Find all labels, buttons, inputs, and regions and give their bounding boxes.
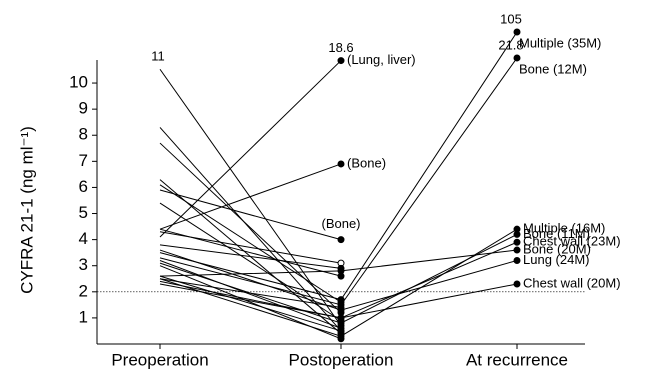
point-annotation: Multiple (35M) — [519, 35, 601, 50]
data-point — [337, 236, 345, 244]
patient-line — [159, 260, 342, 329]
patient-line — [159, 189, 342, 241]
patient-line — [159, 184, 342, 303]
patient-line — [159, 202, 342, 321]
patient-line — [159, 142, 342, 314]
data-point — [513, 238, 521, 246]
patient-line — [159, 275, 342, 332]
data-point — [337, 272, 345, 280]
data-point — [513, 256, 521, 264]
data-point — [337, 327, 345, 335]
x-tick-label: At recurrence — [466, 350, 568, 369]
point-annotation: Lung (24M) — [523, 252, 589, 267]
y-tick-label: 9 — [79, 99, 88, 118]
y-tick-label: 1 — [79, 307, 88, 326]
patient-line — [159, 163, 342, 230]
point-annotation: Bone (20M) — [523, 241, 591, 256]
point-annotation: Bone (11M) — [523, 226, 590, 241]
patient-line — [159, 60, 342, 238]
point-annotation: Multiple (16M) — [523, 221, 605, 236]
data-point — [513, 28, 521, 36]
data-point — [337, 335, 345, 343]
value-label: 21.8 — [498, 37, 523, 52]
y-tick-label: 10 — [69, 73, 88, 92]
data-point — [513, 280, 521, 288]
y-tick-label: 3 — [79, 255, 88, 274]
data-point — [513, 54, 521, 62]
point-annotation: Bone (12M) — [519, 61, 587, 76]
value-label: 18.6 — [328, 40, 353, 55]
point-annotation: (Bone) — [321, 216, 360, 231]
y-tick-label: 2 — [79, 281, 88, 300]
patient-line — [159, 244, 342, 269]
patient-line — [159, 127, 342, 332]
value-label: 11 — [151, 49, 165, 64]
point-annotation: (Lung, liver) — [347, 52, 416, 67]
y-tick-label: 6 — [79, 177, 88, 196]
data-point — [337, 303, 345, 311]
data-point — [337, 264, 345, 272]
y-tick-label: 7 — [79, 151, 88, 170]
y-tick-label: 5 — [79, 203, 88, 222]
y-axis-label: CYFRA 21-1 (ng ml⁻¹) — [17, 126, 36, 294]
patient-line — [159, 228, 342, 277]
y-tick-label: 4 — [79, 229, 88, 248]
data-point — [513, 230, 521, 238]
data-point — [513, 246, 521, 254]
data-point — [337, 57, 345, 65]
point-annotation: Chest wall (23M) — [523, 234, 621, 249]
data-point — [337, 317, 345, 325]
y-tick-label: 8 — [79, 125, 88, 144]
point-annotation: (Bone) — [347, 155, 386, 170]
x-tick-label: Preoperation — [111, 350, 208, 369]
x-tick-label: Postoperation — [289, 350, 394, 369]
patient-line — [159, 265, 342, 340]
patient-line — [159, 278, 342, 308]
point-annotation: Chest wall (20M) — [523, 275, 621, 290]
value-label: 105 — [500, 11, 522, 26]
data-point — [337, 160, 345, 168]
